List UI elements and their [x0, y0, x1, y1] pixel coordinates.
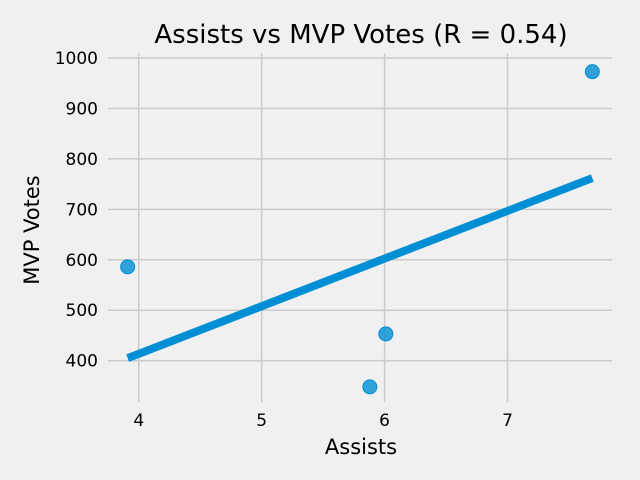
y-tick-label: 400 — [66, 352, 98, 372]
data-point — [362, 379, 378, 395]
x-tick-label: 7 — [502, 411, 513, 431]
y-tick-label: 600 — [66, 251, 98, 271]
points-layer — [120, 64, 600, 395]
x-tick-label: 5 — [256, 411, 267, 431]
grid — [108, 53, 612, 402]
x-axis-label: Assists — [325, 435, 397, 459]
y-axis-label: MVP Votes — [20, 175, 44, 285]
trendline-layer — [126, 174, 594, 362]
y-tick-label: 800 — [66, 150, 98, 170]
x-tick-label: 6 — [379, 411, 390, 431]
x-tick-label: 4 — [133, 411, 144, 431]
y-tick-label: 900 — [66, 99, 98, 119]
data-point — [378, 326, 394, 342]
chart-title: Assists vs MVP Votes (R = 0.54) — [154, 20, 567, 50]
tick-labels: 4 5 6 7 400 500 600 700 800 900 1000 — [55, 49, 513, 431]
y-tick-label: 500 — [66, 301, 98, 321]
data-point — [584, 64, 600, 80]
y-tick-label: 1000 — [55, 49, 98, 69]
data-point — [120, 259, 136, 275]
y-tick-label: 700 — [66, 200, 98, 220]
trendline — [126, 174, 594, 362]
